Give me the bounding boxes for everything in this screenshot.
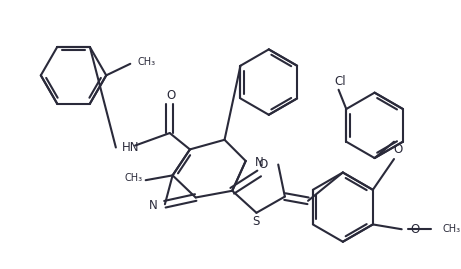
Text: N: N: [255, 156, 264, 169]
Text: CH₃: CH₃: [138, 57, 156, 67]
Text: Cl: Cl: [335, 75, 346, 88]
Text: CH₃: CH₃: [124, 173, 143, 183]
Text: CH₃: CH₃: [442, 224, 460, 234]
Text: O: O: [166, 89, 175, 102]
Text: O: O: [259, 158, 268, 171]
Text: S: S: [253, 215, 260, 228]
Text: HN: HN: [122, 141, 139, 154]
Text: O: O: [393, 143, 402, 156]
Text: O: O: [411, 223, 420, 236]
Text: N: N: [148, 199, 157, 212]
